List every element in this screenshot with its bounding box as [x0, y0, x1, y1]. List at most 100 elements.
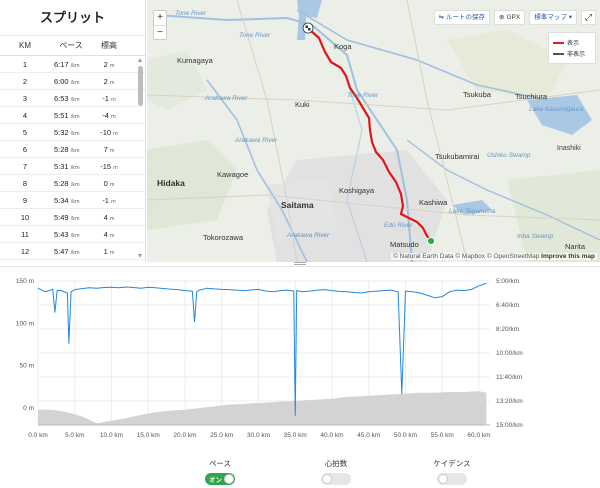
split-elev-unit: m [109, 79, 115, 86]
split-row[interactable]: 8 5:28 /km 0 m [0, 175, 145, 192]
map-legend: 表示 非表示 [548, 32, 596, 64]
toggle-heart-rate-switch[interactable] [321, 473, 351, 485]
split-pace-unit: /km [70, 215, 80, 222]
toggle-pace-label: ペース [208, 459, 232, 468]
split-elev: 4 m [92, 230, 126, 239]
zoom-control: + − [153, 10, 167, 40]
legend-show-swatch [553, 41, 564, 44]
split-row[interactable]: 7 5:31 /km -15 m [0, 158, 145, 175]
split-pace-unit: /km [70, 62, 80, 69]
scroll-thumb[interactable] [138, 66, 143, 106]
split-pace-value: 5:34 [54, 195, 69, 205]
toggle-knob [322, 474, 332, 484]
y-right-tick-label: 11:40/km [496, 374, 522, 381]
legend-show-label: 表示 [567, 41, 580, 47]
split-row[interactable]: 11 5:43 /km 4 m [0, 226, 145, 243]
splits-list[interactable]: 1 6:17 /km 2 m 2 6:00 /km 2 m 3 6:53 /km -1 m 4 5:… [0, 56, 145, 260]
attribution-mapbox[interactable]: © Mapbox [455, 253, 486, 260]
resize-handle-icon[interactable] [294, 262, 306, 265]
split-row[interactable]: 5 5:32 /km -10 m [0, 124, 145, 141]
gpx-button[interactable]: ⊕ GPX [494, 10, 526, 25]
split-elev-unit: m [113, 130, 118, 137]
split-pace: 5:28 /km [50, 179, 92, 188]
toggle-heart-rate[interactable]: 心拍数 [306, 458, 366, 488]
map-label-hidaka: Hidaka [157, 178, 185, 188]
chevron-down-icon: ▾ [568, 14, 572, 21]
split-elev-unit: m [109, 249, 115, 256]
split-row[interactable]: 12 5:47 /km 1 m [0, 243, 145, 260]
y-right-tick-label: 5:00/km [496, 278, 519, 285]
map-label-narita: Narita [565, 242, 586, 251]
map-label-arakawa-river-1: Arakawa River [205, 95, 248, 102]
toggle-pace-switch[interactable]: オン [205, 473, 235, 485]
scroll-up-arrow-icon[interactable] [138, 58, 142, 62]
split-pace-unit: /km [70, 147, 80, 154]
header-pace: ペース [59, 41, 83, 50]
zoom-out-button[interactable]: − [154, 25, 166, 39]
map-background [147, 0, 600, 262]
split-row[interactable]: 3 6:53 /km -1 m [0, 90, 145, 107]
split-pace: 5:34 /km [50, 196, 92, 205]
split-km: 4 [22, 110, 28, 120]
attribution-natural-earth[interactable]: © Natural Earth Data [393, 253, 454, 260]
split-elev-value: 4 [103, 212, 108, 222]
legend-hide-row[interactable]: 非表示 [553, 48, 591, 59]
map-label-tone-river-1: Tone River [175, 10, 207, 17]
map-type-dropdown[interactable]: 標準マップ ▾ [529, 10, 577, 25]
split-elev-unit: m [111, 113, 116, 120]
y-left-tick-label: 50 m [20, 363, 34, 370]
split-pace: 5:31 /km [50, 162, 92, 171]
x-tick-label: 35.0 km [284, 432, 307, 439]
map-label-ushiku-swamp: Ushiku Swamp [487, 152, 531, 159]
split-km: 9 [22, 195, 28, 205]
x-tick-label: 10.0 km [100, 432, 123, 439]
split-elev: -1 m [92, 196, 126, 205]
attribution-osm[interactable]: © OpenStreetMap [486, 253, 540, 260]
end-marker-icon [426, 236, 436, 246]
split-elev-unit: m [109, 215, 115, 222]
split-row[interactable]: 6 5:28 /km 7 m [0, 141, 145, 158]
split-pace-value: 5:28 [54, 144, 69, 154]
split-elev: 4 m [92, 213, 126, 222]
scroll-down-arrow-icon[interactable] [138, 254, 142, 258]
split-km: 7 [22, 161, 28, 171]
map-label-tokorozawa: Tokorozawa [203, 233, 244, 242]
route-icon: ⇋ [438, 14, 445, 21]
fullscreen-button[interactable]: ⤢ [581, 10, 596, 25]
toggle-pace[interactable]: ペース オン [190, 458, 250, 488]
save-route-button[interactable]: ⇋ ルートの保存 [433, 10, 491, 25]
split-elev-value: 4 [103, 229, 108, 239]
split-row[interactable]: 10 5:49 /km 4 m [0, 209, 145, 226]
split-elev-value: -4 [102, 110, 109, 120]
legend-hide-swatch [553, 52, 564, 55]
split-km: 5 [22, 127, 28, 137]
map-label-tsukuba: Tsukuba [463, 90, 491, 99]
map-attribution: © Natural Earth Data © Mapbox © OpenStre… [391, 253, 597, 260]
y-left-tick-label: 100 m [16, 320, 34, 327]
split-km: 3 [22, 93, 28, 103]
download-icon: ⊕ [499, 14, 505, 21]
toggle-cadence[interactable]: ケイデンス [422, 458, 482, 488]
toggle-cadence-switch[interactable] [437, 473, 467, 485]
legend-show-row[interactable]: 表示 [553, 37, 591, 48]
split-row[interactable]: 2 6:00 /km 2 m [0, 73, 145, 90]
split-row[interactable]: 1 6:17 /km 2 m [0, 56, 145, 73]
y-right-tick-label: 8:20/km [496, 326, 519, 333]
split-row[interactable]: 9 5:34 /km -1 m [0, 192, 145, 209]
splits-scrollbar[interactable] [138, 58, 143, 258]
toggle-knob [438, 474, 448, 484]
pace-elevation-chart[interactable]: 0.0 km 5.0 km 10.0 km 15.0 km 20.0 km 25.0 km… [0, 266, 600, 450]
y-left-tick-label: 150 m [16, 278, 34, 285]
route-map[interactable]: Tone River Tone River Koga Kumagaya Arak… [147, 0, 600, 262]
splits-title: スプリット [0, 0, 145, 36]
map-label-tsuchiura: Tsuchiura [515, 92, 548, 101]
split-row[interactable]: 4 5:51 /km -4 m [0, 107, 145, 124]
split-km: 10 [20, 212, 30, 222]
x-tick-label: 0.0 km [28, 432, 48, 439]
expand-icon: ⤢ [584, 12, 593, 22]
route-line [308, 28, 433, 242]
zoom-in-button[interactable]: + [157, 12, 163, 23]
improve-map-link[interactable]: Improve this map [541, 253, 595, 260]
split-elev-value: 1 [103, 246, 108, 256]
header-elev: 標高 [101, 41, 117, 50]
